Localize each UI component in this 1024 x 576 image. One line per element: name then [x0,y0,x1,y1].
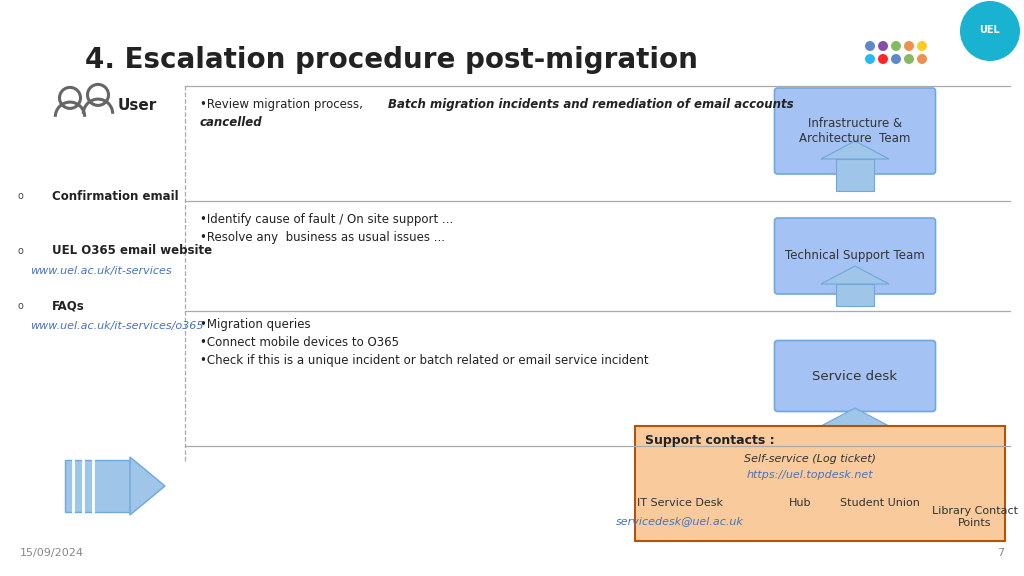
Text: •Migration queries: •Migration queries [200,318,310,331]
Circle shape [918,54,927,64]
Polygon shape [821,141,889,159]
Polygon shape [821,408,889,426]
Circle shape [865,41,874,51]
Text: User: User [118,98,158,113]
Text: www.uel.ac.uk/it-services/o365: www.uel.ac.uk/it-services/o365 [30,321,204,331]
Text: •Connect mobile devices to O365: •Connect mobile devices to O365 [200,336,399,349]
Text: cancelled: cancelled [200,116,262,129]
Text: Library Contact
Points: Library Contact Points [932,506,1018,528]
Text: 4. Escalation procedure post-migration: 4. Escalation procedure post-migration [85,46,698,74]
Text: UEL O365 email website: UEL O365 email website [52,244,212,257]
Circle shape [918,41,927,51]
Circle shape [891,41,901,51]
Circle shape [865,54,874,64]
Polygon shape [836,159,874,191]
Text: •Resolve any  business as usual issues ...: •Resolve any business as usual issues ..… [200,231,445,244]
Polygon shape [836,284,874,306]
Polygon shape [65,460,130,512]
Polygon shape [130,457,165,515]
Text: Confirmation email: Confirmation email [52,190,178,203]
Text: 7: 7 [997,548,1004,558]
Circle shape [891,54,901,64]
Polygon shape [836,426,874,436]
Circle shape [961,1,1020,61]
Text: •Review migration process,: •Review migration process, [200,98,367,111]
FancyBboxPatch shape [774,218,936,294]
Text: o: o [18,246,24,256]
Text: UEL: UEL [980,25,1000,35]
Text: www.uel.ac.uk/it-services: www.uel.ac.uk/it-services [30,266,172,276]
Text: Support contacts :: Support contacts : [645,434,774,447]
FancyBboxPatch shape [635,426,1005,541]
FancyBboxPatch shape [774,340,936,411]
Text: IT Service Desk: IT Service Desk [637,498,723,508]
FancyBboxPatch shape [774,88,936,174]
Text: servicedesk@uel.ac.uk: servicedesk@uel.ac.uk [616,516,744,526]
Text: Student Union: Student Union [840,498,920,508]
Text: Hub: Hub [788,498,811,508]
Text: Technical Support Team: Technical Support Team [785,249,925,263]
Text: •Check if this is a unique incident or batch related or email service incident: •Check if this is a unique incident or b… [200,354,648,367]
Text: https://uel.topdesk.net: https://uel.topdesk.net [746,470,873,480]
Text: Service desk: Service desk [812,369,897,382]
Circle shape [904,41,914,51]
Text: •Identify cause of fault / On site support ...: •Identify cause of fault / On site suppo… [200,213,454,226]
Circle shape [878,41,888,51]
Polygon shape [821,266,889,284]
Text: o: o [18,301,24,311]
Text: o: o [18,191,24,201]
Text: FAQs: FAQs [52,300,85,313]
Text: Infrastructure &
Architecture  Team: Infrastructure & Architecture Team [800,117,910,145]
Text: 15/09/2024: 15/09/2024 [20,548,84,558]
Text: Batch migration incidents and remediation of email accounts: Batch migration incidents and remediatio… [388,98,794,111]
Circle shape [878,54,888,64]
Circle shape [904,54,914,64]
Text: Self-service (Log ticket): Self-service (Log ticket) [744,454,876,464]
